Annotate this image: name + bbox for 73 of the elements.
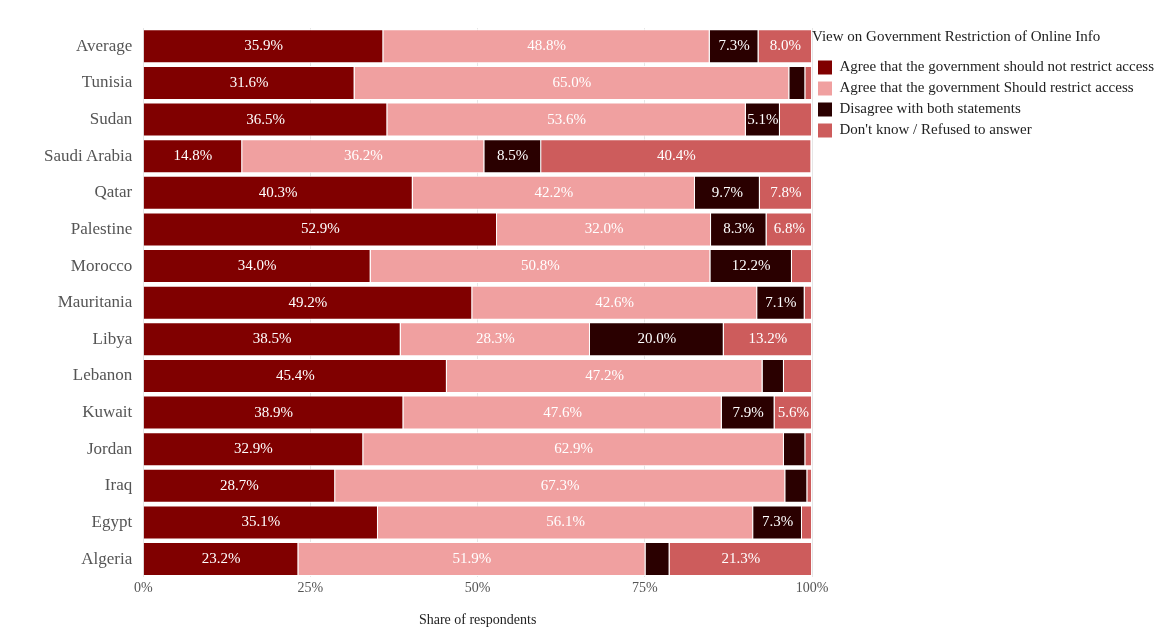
data-label: 7.3% [761,513,794,530]
data-label: 49.2% [288,293,328,310]
data-label: 47.2% [585,366,625,383]
data-label: 28.7% [220,476,259,493]
data-label: 23.2% [201,550,241,567]
data-label: 40.3% [258,183,298,200]
y-tick-label: Average [75,35,133,55]
legend-label: Disagree with both statements [839,100,1021,117]
data-label: 38.9% [254,403,293,420]
x-tick-label: 100% [795,580,829,596]
data-label: 53.6% [547,110,586,127]
y-tick-label: Tunisia [81,72,133,92]
data-label: 51.9% [452,550,492,567]
y-tick-label: Sudan [89,109,133,129]
data-label: 36.5% [246,110,285,127]
data-label: 62.9% [554,440,593,457]
data-label: 20.0% [637,330,677,347]
data-label: 13.2% [748,330,788,347]
y-tick-label: Qatar [94,182,133,202]
y-tick-label: Lebanon [72,365,133,385]
x-tick-label: 25% [297,580,324,596]
data-label: 6.8% [773,220,805,237]
y-tick-label: Kuwait [82,402,133,422]
y-tick-label: Libya [92,328,133,348]
data-label: 36.2% [343,147,383,164]
data-label: 7.1% [765,293,797,310]
data-label: 56.1% [546,513,585,530]
x-tick-label: 75% [631,580,658,596]
data-label: 35.9% [244,37,283,54]
y-tick-label: Algeria [81,548,133,568]
data-label: 47.6% [543,403,582,420]
legend-label: Don't know / Refused to answer [839,121,1032,138]
y-tick-label: Saudi Arabia [43,145,133,165]
data-label: 52.9% [301,220,340,237]
x-tick-label: 50% [464,580,491,596]
y-tick-label: Morocco [70,255,133,275]
data-label: 34.0% [237,257,277,274]
data-label: 31.6% [229,73,269,90]
data-label: 32.0% [584,220,624,237]
data-label: 48.8% [527,37,566,54]
legend-label: Agree that the government Should restrict access [839,79,1134,96]
data-label: 38.5% [252,330,292,347]
x-axis-title: Share of respondents [418,612,537,628]
legend-label: Agree that the government should not restrict access [839,58,1155,75]
data-label: 67.3% [540,476,580,493]
data-label: 9.7% [711,183,744,200]
data-label: 21.3% [721,550,761,567]
data-label: 28.3% [475,330,515,347]
data-label: 8.3% [723,220,755,237]
data-label: 12.2% [731,257,771,274]
data-label: 7.9% [732,403,764,420]
y-tick-label: Jordan [86,438,133,458]
data-label: 14.8% [173,147,213,164]
legend-title: View on Government Restriction of Online Info [812,28,1101,45]
data-label: 50.8% [521,257,560,274]
data-label: 8.0% [769,37,801,54]
data-label: 5.1% [747,110,779,127]
y-tick-label: Mauritania [57,292,133,312]
data-label: 5.6% [777,403,809,420]
data-label: 45.4% [275,366,315,383]
y-tick-label: Egypt [91,511,133,531]
x-tick-label: 0% [133,580,153,596]
data-label: 65.0% [552,73,592,90]
data-label: 32.9% [234,440,273,457]
data-label: 7.8% [770,183,802,200]
data-label: 7.3% [718,37,750,54]
data-label: 42.6% [595,293,635,310]
data-label: 35.1% [241,513,281,530]
y-tick-label: Iraq [104,475,133,495]
data-label: 8.5% [497,147,529,164]
data-label: 40.4% [656,147,696,164]
y-tick-label: Palestine [70,218,133,238]
data-label: 42.2% [534,183,574,200]
